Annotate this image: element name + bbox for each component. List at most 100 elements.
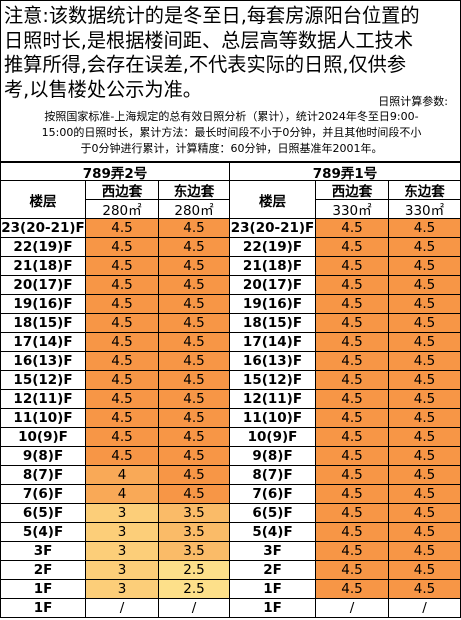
sunlight-hours: 4 — [86, 485, 159, 504]
floor-label: 12(11)F — [230, 390, 316, 409]
sunlight-hours: 4.5 — [389, 561, 461, 580]
floor-label: 23(20-21)F — [0, 219, 86, 238]
sunlight-hours: 4.5 — [159, 466, 230, 485]
sunlight-hours: 4.5 — [316, 523, 389, 542]
floor-label: 2F — [0, 561, 86, 580]
sunlight-hours: 4.5 — [86, 409, 159, 428]
sunlight-hours: 4.5 — [86, 219, 159, 238]
sunlight-hours: 4.5 — [389, 314, 461, 333]
params-label: 日照计算参数: — [378, 95, 448, 108]
sunlight-hours: 4.5 — [159, 352, 230, 371]
sunlight-hours: 4.5 — [389, 371, 461, 390]
sunlight-hours: 4.5 — [86, 447, 159, 466]
sunlight-hours: 4.5 — [316, 561, 389, 580]
sunlight-hours: 4.5 — [316, 257, 389, 276]
sunlight-hours: 4.5 — [316, 485, 389, 504]
floor-label: 11(10)F — [230, 409, 316, 428]
sunlight-hours: 4.5 — [86, 257, 159, 276]
sunlight-hours: 4.5 — [389, 409, 461, 428]
floor-label: 21(18)F — [0, 257, 86, 276]
sunlight-hours: 4.5 — [316, 238, 389, 257]
sunlight-hours: 4.5 — [316, 333, 389, 352]
sunlight-hours: 4.5 — [389, 276, 461, 295]
floor-label: 8(7)F — [230, 466, 316, 485]
sunlight-hours: 4.5 — [389, 466, 461, 485]
sunlight-hours: 4.5 — [316, 390, 389, 409]
sunlight-hours: 4.5 — [159, 447, 230, 466]
sunlight-hours: 4.5 — [389, 219, 461, 238]
sunlight-hours: 4.5 — [159, 276, 230, 295]
unit-area: 330㎡ — [316, 200, 389, 219]
sunlight-hours: 4.5 — [86, 333, 159, 352]
floor-label: 18(15)F — [0, 314, 86, 333]
params-line: 按照国家标准-上海规定的总有效日照分析（累计），统计2024年冬至日9:00- — [44, 110, 419, 123]
sunlight-hours: 4.5 — [316, 276, 389, 295]
note-line: 日照时长,是根据楼间距、总层高等数据人工技术 — [4, 28, 414, 52]
floor-label: 5(4)F — [230, 523, 316, 542]
floor-label: 18(15)F — [230, 314, 316, 333]
sunlight-hours: 4.5 — [389, 295, 461, 314]
sunlight-hours: 4.5 — [86, 371, 159, 390]
floor-header: 楼层 — [0, 181, 86, 219]
params-line: 15:00的日照时长，累计方法：最长时间段不小于0分钟，并且其他时间段不小 — [41, 126, 422, 139]
floor-label: 17(14)F — [0, 333, 86, 352]
sunlight-hours: 4.5 — [86, 238, 159, 257]
floor-label: 19(16)F — [0, 295, 86, 314]
sunlight-hours: 4.5 — [389, 238, 461, 257]
floor-label: 1F — [230, 580, 316, 599]
note-line: 推算所得,会存在误差,不代表实际的日照,仅供参 — [4, 53, 407, 76]
sunlight-hours: 4.5 — [316, 371, 389, 390]
sunlight-hours: 4.5 — [316, 295, 389, 314]
sunlight-hours: 4.5 — [316, 428, 389, 447]
floor-label: 11(10)F — [0, 409, 86, 428]
sunlight-hours: 4.5 — [389, 428, 461, 447]
floor-label: 16(13)F — [0, 352, 86, 371]
sunlight-hours: 3 — [86, 561, 159, 580]
floor-label: 1F — [0, 580, 86, 599]
sunlight-hours: 4.5 — [86, 276, 159, 295]
floor-label: 6(5)F — [230, 504, 316, 523]
floor-label: 20(17)F — [0, 276, 86, 295]
building-name: 789弄2号 — [0, 162, 230, 182]
sunlight-hours: 4.5 — [316, 447, 389, 466]
floor-label: 10(9)F — [230, 428, 316, 447]
sunlight-hours: 3.5 — [159, 504, 230, 523]
floor-label: 22(19)F — [230, 238, 316, 257]
sunlight-hours: 4.5 — [159, 390, 230, 409]
params-line: 于0分钟进行累计，计算精度：60分钟，日照基准年2001年。 — [80, 142, 383, 155]
sunlight-hours: 4.5 — [86, 352, 159, 371]
sunlight-hours: 4.5 — [316, 466, 389, 485]
floor-label: 3F — [0, 542, 86, 561]
floor-label: 12(11)F — [0, 390, 86, 409]
floor-label: 7(6)F — [0, 485, 86, 504]
sunlight-hours: 4.5 — [316, 504, 389, 523]
sunlight-hours: 4.5 — [389, 257, 461, 276]
floor-label: 1F — [230, 599, 316, 618]
sunlight-hours: 4.5 — [389, 352, 461, 371]
sunlight-hours: 4.5 — [159, 219, 230, 238]
sunlight-hours: 4.5 — [316, 542, 389, 561]
floor-label: 3F — [230, 542, 316, 561]
sunlight-hours: 4.5 — [86, 314, 159, 333]
floor-label: 20(17)F — [230, 276, 316, 295]
sunlight-hours: 3 — [86, 523, 159, 542]
sunlight-hours: 3.5 — [159, 542, 230, 561]
sunlight-hours: 4.5 — [389, 542, 461, 561]
sunlight-hours: 3 — [86, 504, 159, 523]
sunlight-hours: 4.5 — [159, 257, 230, 276]
sunlight-hours: 4.5 — [159, 409, 230, 428]
sunlight-hours: 4.5 — [159, 428, 230, 447]
floor-label: 15(12)F — [0, 371, 86, 390]
floor-label: 10(9)F — [0, 428, 86, 447]
floor-label: 19(16)F — [230, 295, 316, 314]
sunlight-hours: 4.5 — [86, 295, 159, 314]
floor-label: 22(19)F — [0, 238, 86, 257]
floor-label: 9(8)F — [0, 447, 86, 466]
note-line: 注意:该数据统计的是冬至日,每套房源阳台位置的 — [4, 4, 420, 27]
unit-name: 东边套 — [389, 181, 461, 200]
sunlight-hours: 4.5 — [389, 447, 461, 466]
sunlight-hours: 4.5 — [316, 580, 389, 599]
sunlight-hours: 4.5 — [316, 219, 389, 238]
unit-area: 330㎡ — [389, 200, 461, 219]
